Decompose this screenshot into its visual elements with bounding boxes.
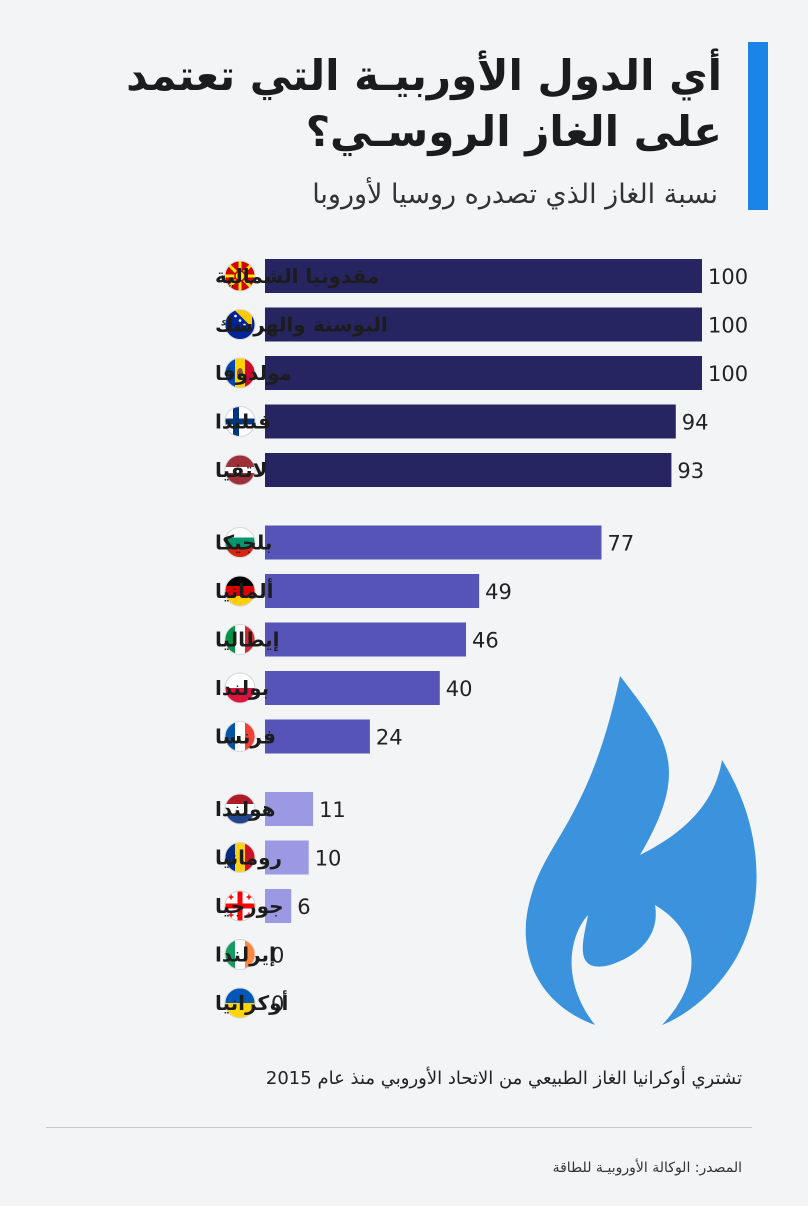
value-label: 24 [376, 726, 403, 750]
country-label: هولندا [215, 797, 276, 821]
bar [265, 525, 602, 560]
georgia-flag-icon [224, 890, 256, 922]
value-label: 0 [271, 992, 284, 1016]
bulgaria-flag-icon [224, 527, 256, 558]
country-label: مولدوفا [215, 361, 292, 385]
country-label: لاتفيا [215, 458, 267, 482]
bar [265, 356, 702, 390]
value-label: 10 [315, 847, 342, 871]
france-flag-icon [224, 721, 256, 752]
country-label: فنلندا [215, 410, 271, 434]
bar [265, 671, 440, 705]
bar [265, 453, 672, 487]
country-label: ألمانيا [215, 577, 273, 603]
bar [265, 259, 702, 293]
moldova-flag-icon [224, 357, 256, 389]
country-label: جورجيا [215, 894, 284, 918]
country-label: البوسنة والهرسك [215, 313, 388, 337]
country-label: بلجيكا [215, 531, 272, 555]
netherlands-flag-icon [224, 793, 256, 825]
source-note: المصدر: الوكالة الأوروبيـة للطاقة [552, 1160, 742, 1176]
value-label: 100 [708, 362, 748, 386]
value-label: 0 [271, 944, 284, 968]
value-label: 11 [319, 798, 346, 822]
bar-row: 6 جورجيا [215, 889, 311, 923]
bar-row: 11 هولندا [215, 792, 346, 826]
ireland-flag-icon [224, 939, 256, 970]
country-label: بولندا [215, 676, 269, 700]
country-label: إيطاليا [215, 628, 280, 652]
value-label: 100 [708, 265, 748, 289]
bar-row: 24 فرنسا [215, 719, 403, 754]
bar [265, 622, 467, 657]
bar-row: 77 بلجيكا [215, 525, 634, 560]
chart-subtitle: نسبة الغاز الذي تصدره روسيا لأوروبا [312, 179, 718, 210]
bar-row: 49 ألمانيا [215, 574, 512, 608]
germany-flag-icon [224, 575, 256, 607]
country-label: إيرلندا [215, 943, 276, 967]
bar-row: 100 مقدونيا الشمالية [215, 259, 748, 293]
bar-row: 40 بولندا [215, 671, 473, 705]
bar-row: 10 رومانيا [215, 840, 342, 875]
country-label: أوكرانيا [215, 989, 288, 1015]
bar [265, 307, 702, 342]
bar [265, 574, 480, 608]
poland-flag-icon [224, 672, 256, 704]
divider [46, 1127, 752, 1128]
value-label: 40 [446, 677, 473, 701]
bar [265, 792, 314, 826]
italy-flag-icon [224, 624, 256, 655]
country-label: مقدونيا الشمالية [215, 264, 379, 288]
bar [265, 404, 676, 439]
value-label: 100 [708, 314, 748, 338]
country-label: رومانيا [215, 846, 282, 870]
bar [265, 889, 292, 923]
bar [265, 719, 370, 754]
value-label: 49 [485, 580, 512, 604]
bar-row: 100 البوسنة والهرسك [215, 307, 748, 342]
value-label: 6 [297, 895, 310, 919]
value-label: 77 [607, 532, 634, 556]
gas-flame-icon [525, 676, 757, 1025]
bosnia-flag-icon [224, 309, 256, 340]
bar-row: 100 مولدوفا [215, 356, 748, 390]
bar-row: 46 إيطاليا [215, 622, 499, 657]
footnote: تشتري أوكرانيا الغاز الطبيعي من الاتحاد … [265, 1068, 742, 1089]
ukraine-flag-icon [224, 987, 256, 1019]
chart-title: أي الدول الأوربيـة التي تعتمد على الغاز … [126, 51, 722, 156]
bar-row: 93 لاتفيا [215, 453, 704, 487]
latvia-flag-icon [224, 454, 256, 486]
value-label: 93 [677, 459, 704, 483]
finland-flag-icon [224, 406, 256, 437]
value-label: 94 [682, 411, 709, 435]
bar-row: 94 فنلندا [215, 404, 709, 439]
bar [265, 840, 309, 875]
accent-bar [748, 42, 768, 210]
country-label: فرنسا [215, 725, 276, 749]
romania-flag-icon [224, 842, 256, 873]
value-label: 46 [472, 629, 499, 653]
